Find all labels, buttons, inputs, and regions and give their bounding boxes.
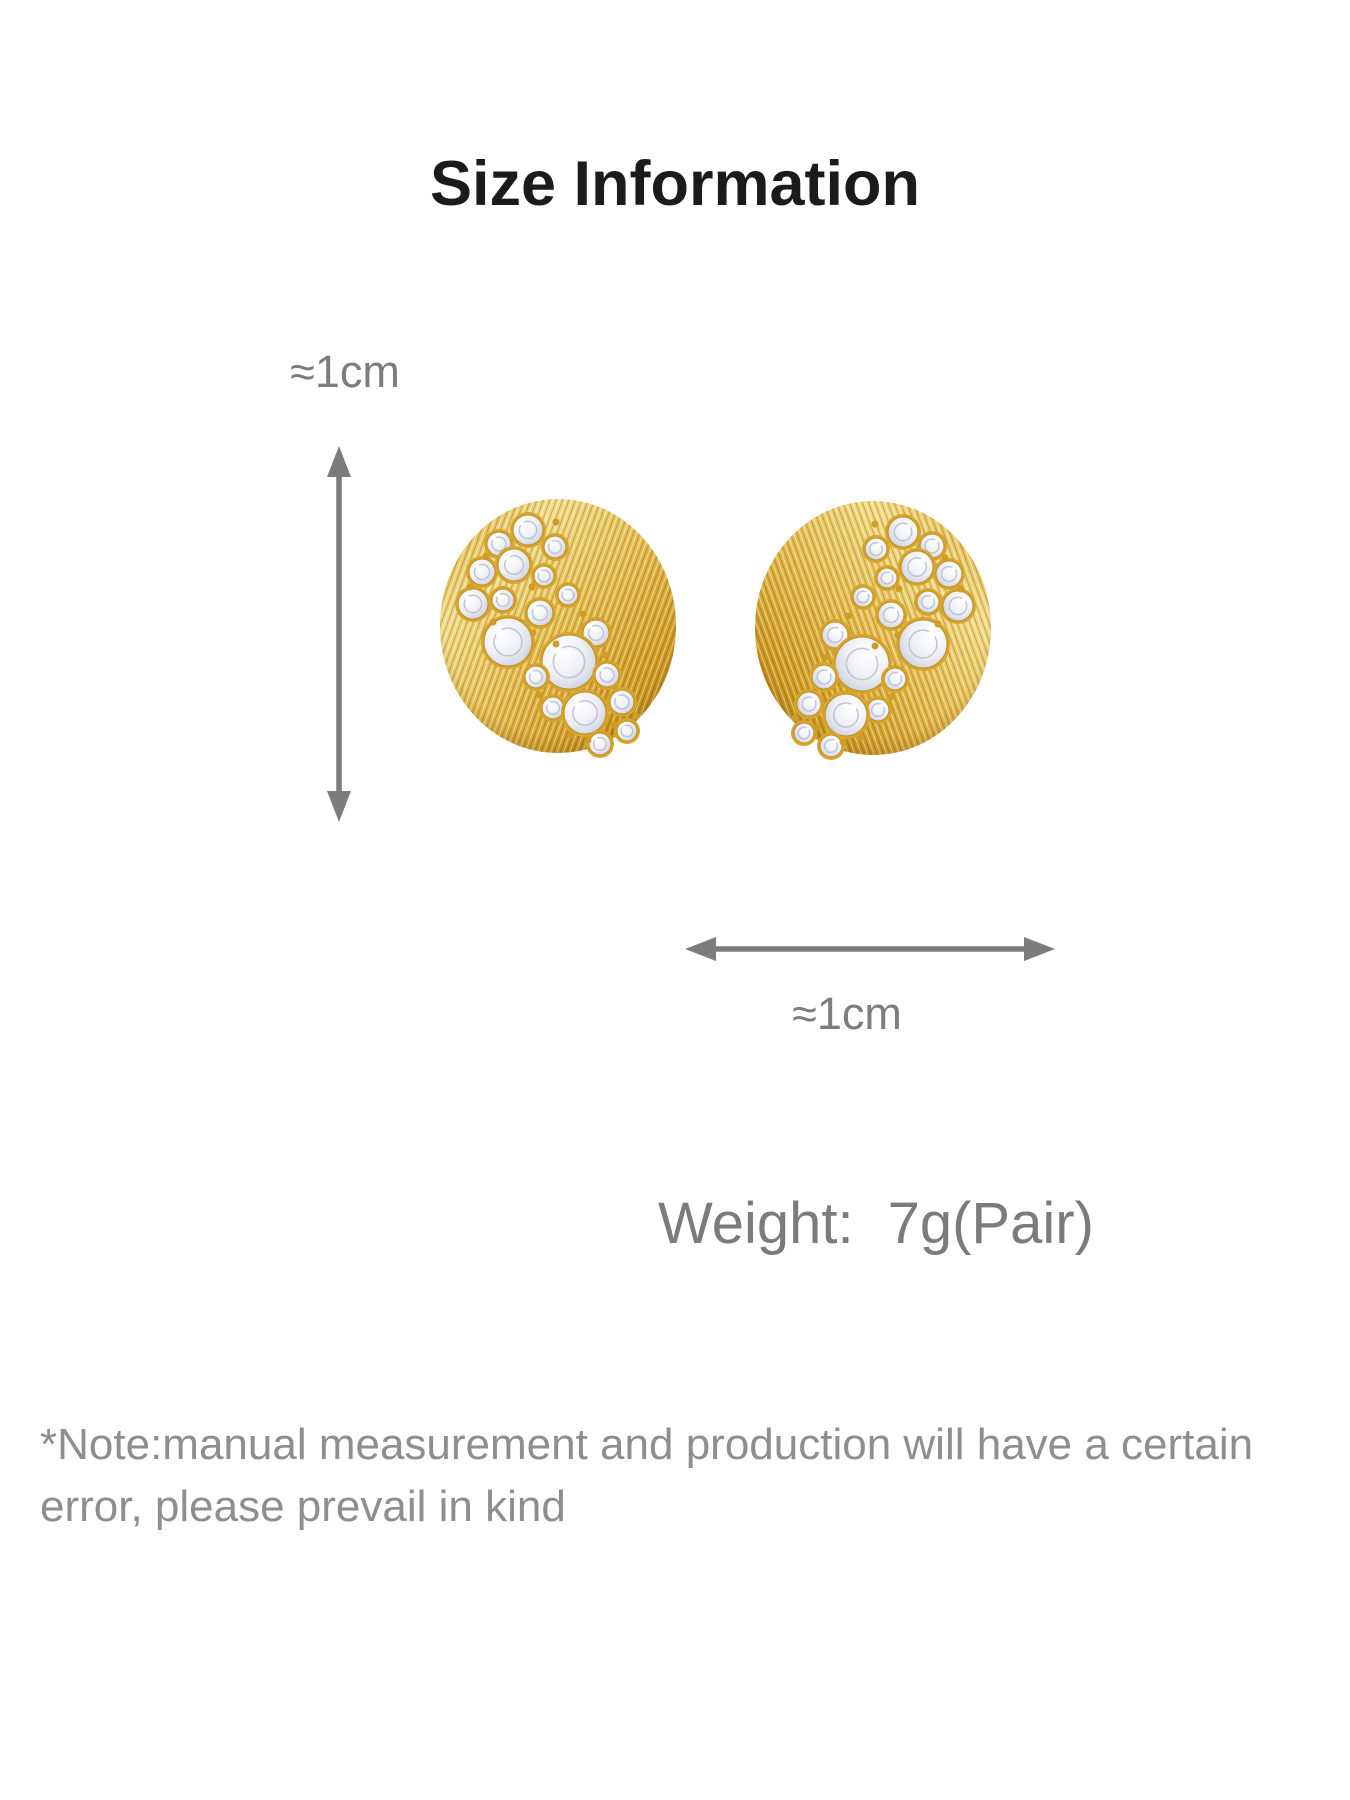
- height-dimension-label: ≈1cm: [290, 346, 400, 397]
- width-measure-arrow-icon: [685, 937, 1055, 961]
- weight-label: Weight:: [658, 1191, 854, 1256]
- width-dimension-label: ≈1cm: [792, 988, 902, 1039]
- arrow-down-head: [327, 791, 351, 822]
- page-title: Size Information: [429, 149, 921, 219]
- weight-value: 7g(Pair): [887, 1191, 1094, 1256]
- crystal-cluster: [455, 512, 640, 758]
- weight-text: Weight: 7g(Pair): [658, 1190, 1094, 1257]
- height-measure-arrow-icon: [327, 446, 351, 822]
- arrow-right-head: [1024, 937, 1055, 961]
- earring-right-image: [751, 496, 995, 765]
- arrow-up-head: [327, 446, 351, 477]
- earring-left-image: [436, 494, 680, 763]
- note-line-2: error, please prevail in kind: [40, 1482, 566, 1532]
- note-text: *Note:manual measurement and production …: [40, 1414, 1330, 1538]
- note-line-1: *Note:manual measurement and production …: [40, 1420, 1254, 1469]
- arrow-left-head: [685, 937, 716, 961]
